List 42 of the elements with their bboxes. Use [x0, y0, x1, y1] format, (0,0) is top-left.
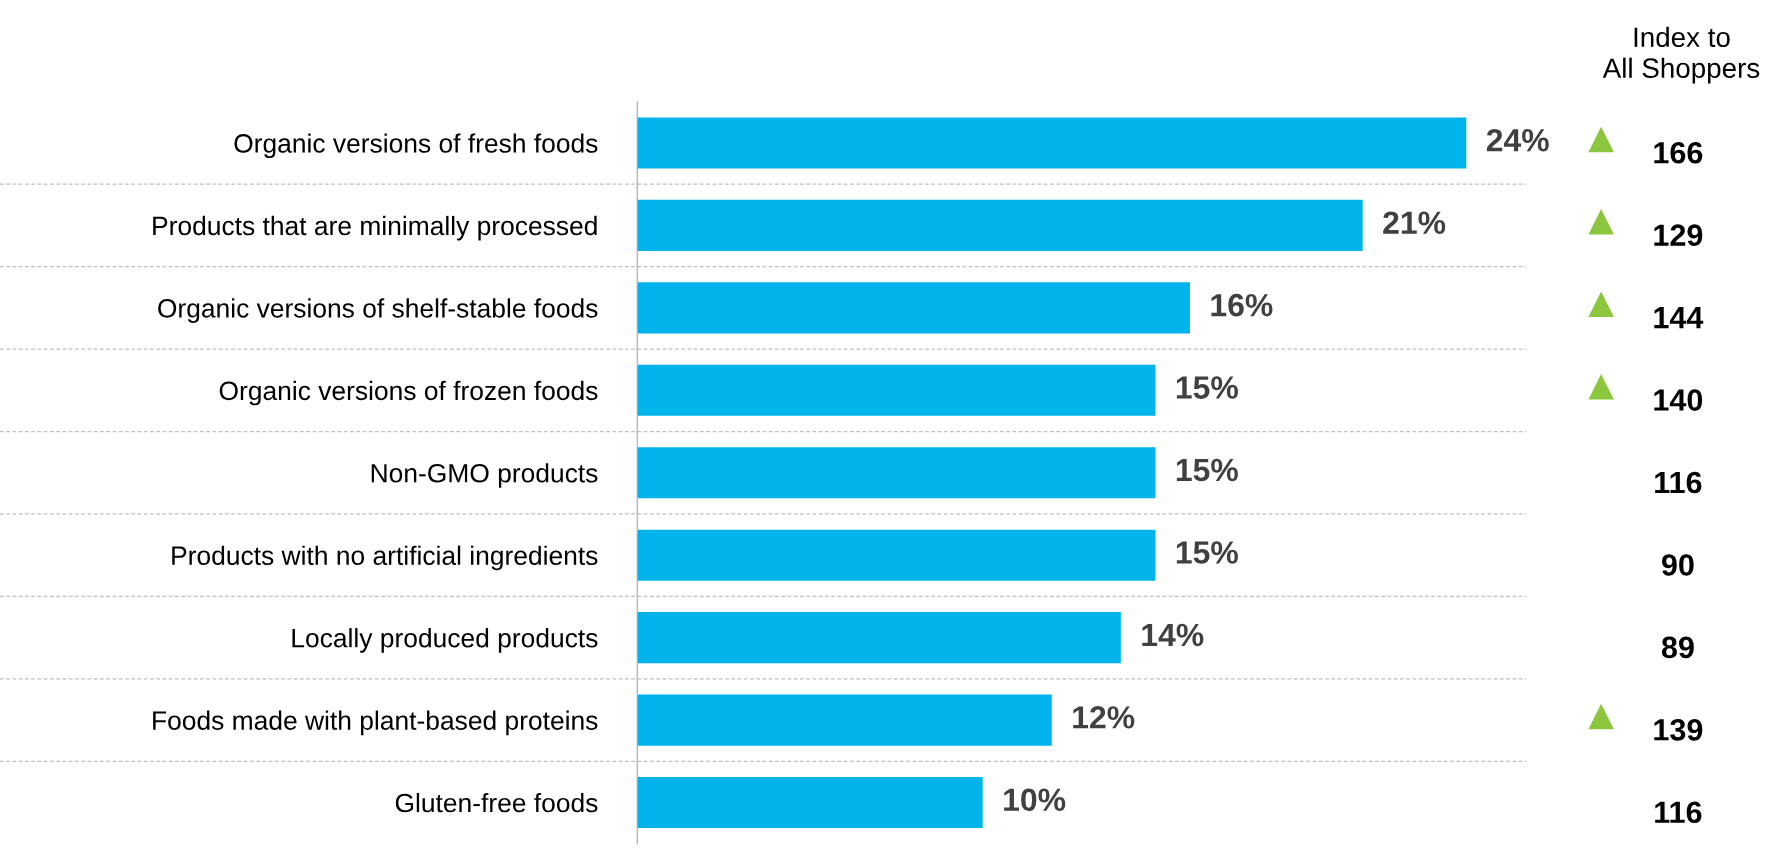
- y-tick-label: Gluten-free foods: [395, 792, 598, 813]
- bar: [637, 117, 1467, 169]
- data-label: 15%: [1176, 376, 1238, 399]
- data-label: 21%: [1383, 211, 1446, 234]
- data-label: 10%: [1004, 788, 1066, 812]
- bar: [637, 694, 1052, 746]
- bar: [637, 612, 1121, 664]
- text: ▲: [1588, 209, 1614, 235]
- text: 90: [1661, 554, 1694, 576]
- y-tick-label: Organic versions of frozen foods: [219, 380, 598, 406]
- text: 166: [1654, 141, 1703, 164]
- data-label: 15%: [1176, 458, 1238, 482]
- y-tick-label: Organic versions of shelf-stable foods: [158, 298, 598, 323]
- bar: [637, 282, 1190, 334]
- text: 144: [1654, 307, 1704, 329]
- data-label: 14%: [1142, 623, 1204, 647]
- text: 139: [1654, 719, 1703, 741]
- text: 89: [1661, 636, 1694, 659]
- y-tick-label: Foods made with plant-based proteins: [153, 710, 598, 736]
- text: ▲: [1588, 291, 1614, 318]
- bar: [637, 529, 1156, 581]
- text: 116: [1655, 471, 1702, 494]
- text: ▲: [1588, 373, 1614, 400]
- text: ▲: [1588, 126, 1614, 153]
- data-label: 12%: [1073, 706, 1135, 729]
- y-tick-label: Organic versions of fresh foods: [234, 133, 598, 159]
- data-label: 15%: [1176, 541, 1238, 564]
- text: ▲: [1588, 703, 1614, 730]
- bar: [637, 776, 983, 829]
- y-tick-label: Non-GMO products: [371, 463, 598, 488]
- y-tick-label: Products that are minimally processed: [153, 215, 597, 241]
- bar: [637, 199, 1363, 251]
- data-label: 24%: [1486, 128, 1549, 152]
- text: 140: [1654, 389, 1703, 411]
- bar: [637, 364, 1156, 416]
- text: 116: [1655, 801, 1702, 824]
- text: Index to All Shoppers: [1602, 26, 1760, 84]
- text: 129: [1654, 224, 1703, 246]
- data-label: 16%: [1211, 293, 1273, 317]
- y-tick-label: Locally produced products: [292, 628, 598, 653]
- y-tick-label: Products with no artificial ingredients: [172, 545, 598, 571]
- bar: [637, 447, 1156, 499]
